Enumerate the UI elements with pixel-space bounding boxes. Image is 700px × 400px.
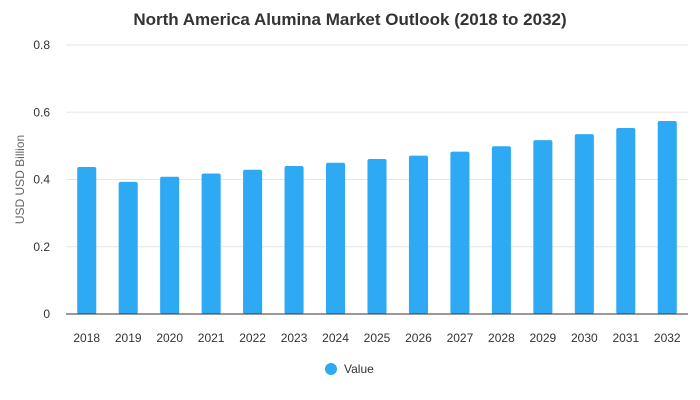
x-tick-label: 2024 (322, 331, 349, 345)
bar-2020[interactable] (160, 176, 180, 314)
bar-2019[interactable] (118, 181, 138, 314)
bar-2024[interactable] (325, 162, 346, 314)
bar-2029[interactable] (533, 140, 553, 314)
y-tick-label: 0.8 (33, 38, 50, 52)
x-tick-label: 2019 (115, 331, 142, 345)
y-tick-label: 0.2 (33, 240, 50, 254)
bar-2027[interactable] (450, 151, 470, 314)
x-tick-label: 2026 (405, 331, 432, 345)
y-tick-label: 0.4 (33, 173, 50, 187)
x-tick-label: 2021 (198, 331, 225, 345)
x-tick-label: 2018 (73, 331, 100, 345)
y-axis-label: USD USD Billion (13, 135, 27, 224)
y-tick-labels: 0 0.2 0.4 0.6 0.8 (33, 38, 50, 321)
x-tick-label: 2020 (156, 331, 183, 345)
bar-2021[interactable] (201, 173, 221, 314)
x-tick-labels: 2018 2019 2020 2021 2022 2023 2024 2025 2026 2027… (73, 331, 681, 345)
x-tick-label: 2028 (488, 331, 515, 345)
bar-2025[interactable] (367, 158, 387, 314)
bar-2031[interactable] (616, 128, 636, 314)
x-tick-label: 2029 (530, 331, 557, 345)
legend-marker (325, 363, 337, 375)
x-tick-label: 2027 (447, 331, 474, 345)
x-tick-label: 2023 (281, 331, 308, 345)
y-tick-label: 0 (43, 307, 50, 321)
bar-2022[interactable] (243, 169, 263, 314)
legend-label: Value (344, 362, 374, 376)
x-tick-label: 2022 (239, 331, 266, 345)
y-tick-label: 0.6 (33, 105, 50, 119)
bar-2018[interactable] (77, 167, 97, 314)
chart-title: North America Alumina Market Outlook (20… (133, 10, 566, 29)
bar-2028[interactable] (491, 146, 511, 314)
bar-2030[interactable] (574, 134, 594, 314)
legend[interactable]: Value (325, 362, 374, 376)
x-tick-label: 2030 (571, 331, 598, 345)
bar-2026[interactable] (408, 155, 429, 314)
bar-2023[interactable] (284, 166, 304, 314)
bars (77, 120, 677, 315)
bar-2032[interactable] (657, 120, 677, 315)
x-tick-label: 2032 (654, 331, 681, 345)
x-tick-label: 2031 (612, 331, 639, 345)
x-tick-label: 2025 (364, 331, 391, 345)
